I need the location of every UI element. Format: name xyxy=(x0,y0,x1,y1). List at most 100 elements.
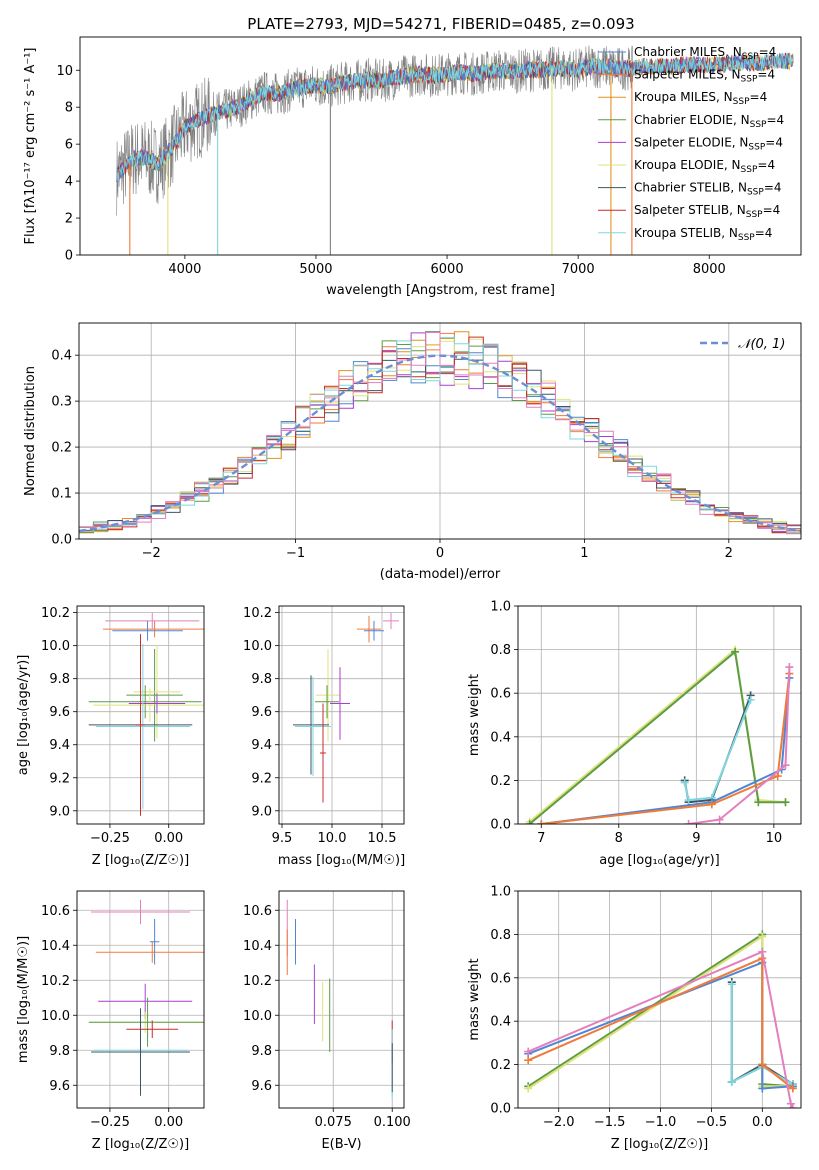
y-tick-label: 0.4 xyxy=(490,1015,511,1030)
plot-area xyxy=(525,645,794,824)
y-tick-label: 9.8 xyxy=(49,1044,70,1059)
weight-series-pink xyxy=(688,666,791,824)
weight-point xyxy=(524,1056,533,1065)
legend-label-main: Chabrier ELODIE, N xyxy=(634,113,750,127)
x-tick-label: 1 xyxy=(580,546,588,561)
model-spectrum-kstelib xyxy=(116,53,794,182)
x-tick-label: 0.075 xyxy=(315,1115,352,1130)
y-tick-label: 9.0 xyxy=(49,804,70,819)
x-tick-label: 7000 xyxy=(562,262,595,277)
x-tick-label: 8 xyxy=(615,831,623,846)
legend-label-suffix: =4 xyxy=(765,135,783,149)
weight-point xyxy=(684,796,693,805)
y-tick-label: 9.6 xyxy=(251,1079,272,1094)
x-axis-label: E(B-V) xyxy=(321,1137,361,1152)
y-tick-label: 0.2 xyxy=(490,1058,511,1073)
y-tick-label: 10.2 xyxy=(243,974,272,989)
y-tick-label: 9.2 xyxy=(49,771,70,786)
legend-label-sub: SSP xyxy=(738,233,755,243)
chart-age_vs_mass: 9.5 10.0 10.5 9.0 9.2 9.4 9.6 9.8 10.0 10.2 mass [… xyxy=(243,605,405,868)
legend-entry-label: Kroupa MILES, NSSP=4 xyxy=(634,90,767,107)
legend-entry-label: Chabrier STELIB, NSSP=4 xyxy=(634,181,782,198)
y-tick-label: 6 xyxy=(65,138,73,153)
y-tick-label: 10.2 xyxy=(243,606,272,621)
legend-label-sub: SSP xyxy=(741,75,758,85)
y-tick-label: 1.0 xyxy=(490,885,511,900)
legend-label-main: Salpeter MILES, N xyxy=(634,68,741,82)
plot-area xyxy=(293,612,399,803)
legend-entry-label: Kroupa STELIB, NSSP=4 xyxy=(634,226,772,243)
y-tick-label: 0.0 xyxy=(490,1102,511,1117)
x-tick-label: 0.0 xyxy=(752,1115,773,1130)
x-tick-label: −1.0 xyxy=(645,1115,677,1130)
y-tick-label: 1.0 xyxy=(490,600,511,615)
y-axis-label: mass weight xyxy=(467,674,482,756)
x-tick-label: 5000 xyxy=(299,262,332,277)
y-tick-label: 4 xyxy=(65,175,73,190)
axes-frame xyxy=(278,605,405,825)
weight-point xyxy=(773,772,782,781)
legend-label-main: Kroupa MILES, N xyxy=(634,90,733,104)
y-tick-label: 10.2 xyxy=(41,974,70,989)
y-tick-label: 9.0 xyxy=(251,804,272,819)
axes-frame xyxy=(78,322,802,540)
axes-frame xyxy=(517,605,802,825)
weight-point xyxy=(537,820,546,824)
weight-point xyxy=(525,820,534,824)
y-tick-label: 10.0 xyxy=(243,1009,272,1024)
weight-point xyxy=(754,798,763,807)
normal-reference-curve xyxy=(79,354,801,533)
legend-label-sub: SSP xyxy=(742,52,759,62)
x-axis-label: Z [log₁₀(Z/Z☉)] xyxy=(611,1137,708,1152)
y-tick-label: 9.8 xyxy=(251,672,272,687)
y-tick-label: 0.4 xyxy=(51,349,72,364)
legend-label-suffix: =4 xyxy=(763,203,781,217)
y-tick-label: 0.3 xyxy=(51,395,72,410)
legend-entry-label: Kroupa ELODIE, NSSP=4 xyxy=(634,158,775,175)
weight-point xyxy=(758,1060,767,1069)
x-axis-label: wavelength [Angstrom, rest frame] xyxy=(326,283,555,298)
x-tick-label: −1 xyxy=(286,546,305,561)
weight-point xyxy=(758,947,767,956)
y-tick-label: 10.4 xyxy=(243,939,272,954)
x-axis-label: (data-model)/error xyxy=(380,567,501,582)
y-tick-label: 9.4 xyxy=(251,738,272,753)
weight-point xyxy=(707,800,716,809)
y-tick-label: 10.0 xyxy=(243,639,272,654)
legend-entry-label: Salpeter STELIB, NSSP=4 xyxy=(634,203,780,220)
weight-point xyxy=(786,1099,795,1108)
x-tick-label: −2 xyxy=(142,546,161,561)
axes-frame xyxy=(76,890,205,1109)
plot-area xyxy=(116,45,794,255)
axes-frame xyxy=(76,605,205,825)
y-tick-label: 9.6 xyxy=(49,1079,70,1094)
plot-area xyxy=(79,331,801,537)
model-spectrum-cmiles xyxy=(116,52,794,183)
x-tick-label: 8000 xyxy=(693,262,726,277)
legend-entry-label: Chabrier MILES, NSSP=4 xyxy=(634,45,776,62)
weight-point xyxy=(746,695,755,704)
y-tick-label: 10 xyxy=(56,64,73,79)
x-tick-label: 10.5 xyxy=(368,831,397,846)
weight-point xyxy=(680,778,689,787)
x-tick-label: 0.00 xyxy=(154,831,183,846)
y-tick-label: 0.2 xyxy=(490,774,511,789)
weight-point xyxy=(727,1077,736,1086)
axes-frame xyxy=(517,890,802,1109)
x-tick-label: 9 xyxy=(692,831,700,846)
chart-weight_vs_Z: −2.0 −1.5 −1.0 −0.5 0.0 0.0 0.2 0.4 0.6 0.8 1.0 Z [… xyxy=(467,885,802,1152)
plot-area xyxy=(88,612,204,816)
legend-label-main: Salpeter ELODIE, N xyxy=(634,135,748,149)
y-tick-label: 0.4 xyxy=(490,730,511,745)
chart-spectrum: 4000 5000 6000 7000 8000 0 2 4 6 8 10 wavelength [A… xyxy=(23,36,802,298)
y-tick-label: 9.8 xyxy=(49,672,70,687)
y-tick-label: 0.1 xyxy=(51,487,72,502)
weight-point xyxy=(731,647,740,656)
y-tick-label: 0.8 xyxy=(490,643,511,658)
axes-frame xyxy=(278,890,405,1109)
legend-label-main: Salpeter STELIB, N xyxy=(634,203,746,217)
y-tick-label: 0 xyxy=(65,249,73,264)
weight-point xyxy=(781,798,790,807)
